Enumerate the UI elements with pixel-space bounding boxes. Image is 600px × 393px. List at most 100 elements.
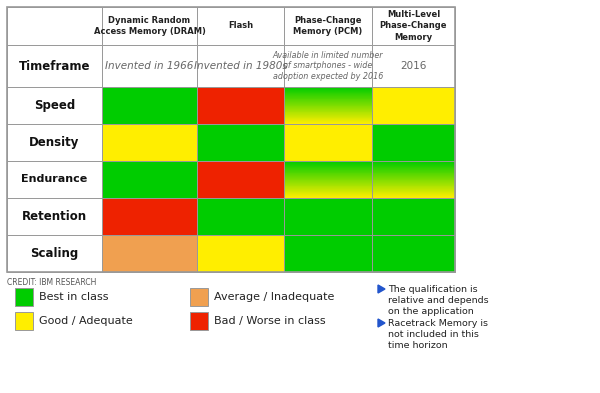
Bar bbox=[284, 193, 372, 194]
Bar bbox=[284, 100, 372, 101]
Text: Timeframe: Timeframe bbox=[19, 59, 90, 72]
Bar bbox=[284, 90, 372, 91]
Bar bbox=[372, 180, 455, 181]
Bar bbox=[284, 167, 372, 168]
Bar bbox=[102, 235, 197, 272]
Bar bbox=[102, 198, 197, 235]
Bar bbox=[284, 121, 372, 122]
Bar bbox=[284, 103, 372, 104]
Bar bbox=[284, 120, 372, 121]
Bar bbox=[284, 117, 372, 118]
Bar bbox=[284, 115, 372, 116]
Bar bbox=[284, 179, 372, 180]
Bar bbox=[372, 173, 455, 174]
Bar bbox=[284, 45, 372, 87]
Bar bbox=[284, 97, 372, 99]
Bar bbox=[284, 190, 372, 191]
Text: Invented in 1966: Invented in 1966 bbox=[106, 61, 194, 71]
Bar bbox=[372, 187, 455, 188]
Bar bbox=[372, 187, 455, 188]
Bar bbox=[284, 162, 372, 163]
Bar bbox=[284, 105, 372, 106]
Bar bbox=[284, 94, 372, 95]
Bar bbox=[7, 198, 102, 235]
Bar bbox=[197, 124, 284, 161]
Bar bbox=[284, 167, 372, 168]
Bar bbox=[372, 174, 455, 175]
Bar bbox=[372, 171, 455, 172]
Bar bbox=[284, 194, 372, 195]
Bar bbox=[284, 105, 372, 107]
Bar bbox=[284, 172, 372, 173]
Bar bbox=[284, 183, 372, 184]
Text: Scaling: Scaling bbox=[31, 247, 79, 260]
Bar bbox=[284, 175, 372, 176]
Bar bbox=[7, 124, 102, 161]
Bar bbox=[372, 163, 455, 164]
Bar bbox=[15, 288, 33, 306]
Bar bbox=[372, 185, 455, 186]
Bar bbox=[372, 174, 455, 175]
Bar bbox=[284, 120, 372, 121]
Bar bbox=[284, 110, 372, 111]
Bar bbox=[372, 183, 455, 184]
Bar bbox=[284, 169, 372, 170]
Bar bbox=[284, 86, 372, 88]
Bar bbox=[284, 176, 372, 177]
Bar bbox=[372, 195, 455, 196]
Text: Endurance: Endurance bbox=[22, 174, 88, 184]
Bar bbox=[372, 161, 455, 198]
Bar bbox=[372, 181, 455, 182]
Bar bbox=[284, 114, 372, 115]
Text: The qualification is
relative and depends
on the application: The qualification is relative and depend… bbox=[388, 285, 488, 316]
Bar bbox=[197, 161, 284, 198]
Bar bbox=[372, 168, 455, 169]
Bar bbox=[197, 7, 284, 45]
Text: Flash: Flash bbox=[228, 22, 253, 31]
Bar bbox=[284, 97, 372, 98]
Bar bbox=[284, 170, 372, 171]
Bar bbox=[372, 167, 455, 168]
Bar bbox=[284, 177, 372, 178]
Bar bbox=[284, 189, 372, 190]
Bar bbox=[284, 116, 372, 117]
Bar bbox=[284, 113, 372, 114]
Bar bbox=[284, 162, 372, 163]
Bar bbox=[284, 184, 372, 185]
Bar bbox=[372, 182, 455, 183]
Bar bbox=[284, 89, 372, 90]
Bar bbox=[372, 45, 455, 87]
Bar bbox=[197, 235, 284, 272]
Bar bbox=[284, 93, 372, 94]
Bar bbox=[284, 106, 372, 107]
Bar bbox=[284, 198, 372, 235]
Bar bbox=[284, 191, 372, 192]
Bar bbox=[102, 124, 197, 161]
Bar bbox=[372, 166, 455, 167]
Bar bbox=[372, 193, 455, 194]
Bar bbox=[284, 96, 372, 97]
Text: Racetrack Memory is
not included in this
time horizon: Racetrack Memory is not included in this… bbox=[388, 319, 488, 350]
Bar bbox=[372, 184, 455, 185]
Bar bbox=[284, 95, 372, 96]
Bar bbox=[372, 182, 455, 183]
Bar bbox=[197, 198, 284, 235]
Bar bbox=[284, 235, 372, 272]
Bar bbox=[284, 7, 372, 45]
Bar bbox=[284, 123, 372, 124]
Text: Good / Adequate: Good / Adequate bbox=[39, 316, 133, 326]
Bar bbox=[284, 189, 372, 190]
Bar bbox=[284, 100, 372, 101]
Bar bbox=[284, 101, 372, 102]
Bar bbox=[372, 191, 455, 193]
Text: Average / Inadequate: Average / Inadequate bbox=[214, 292, 334, 302]
Bar bbox=[284, 190, 372, 191]
Bar bbox=[372, 194, 455, 195]
Bar bbox=[284, 101, 372, 102]
Bar bbox=[102, 87, 197, 124]
Bar bbox=[7, 161, 102, 198]
Bar bbox=[284, 91, 372, 92]
Bar bbox=[284, 122, 372, 123]
Bar bbox=[284, 185, 372, 186]
Bar bbox=[284, 112, 372, 113]
